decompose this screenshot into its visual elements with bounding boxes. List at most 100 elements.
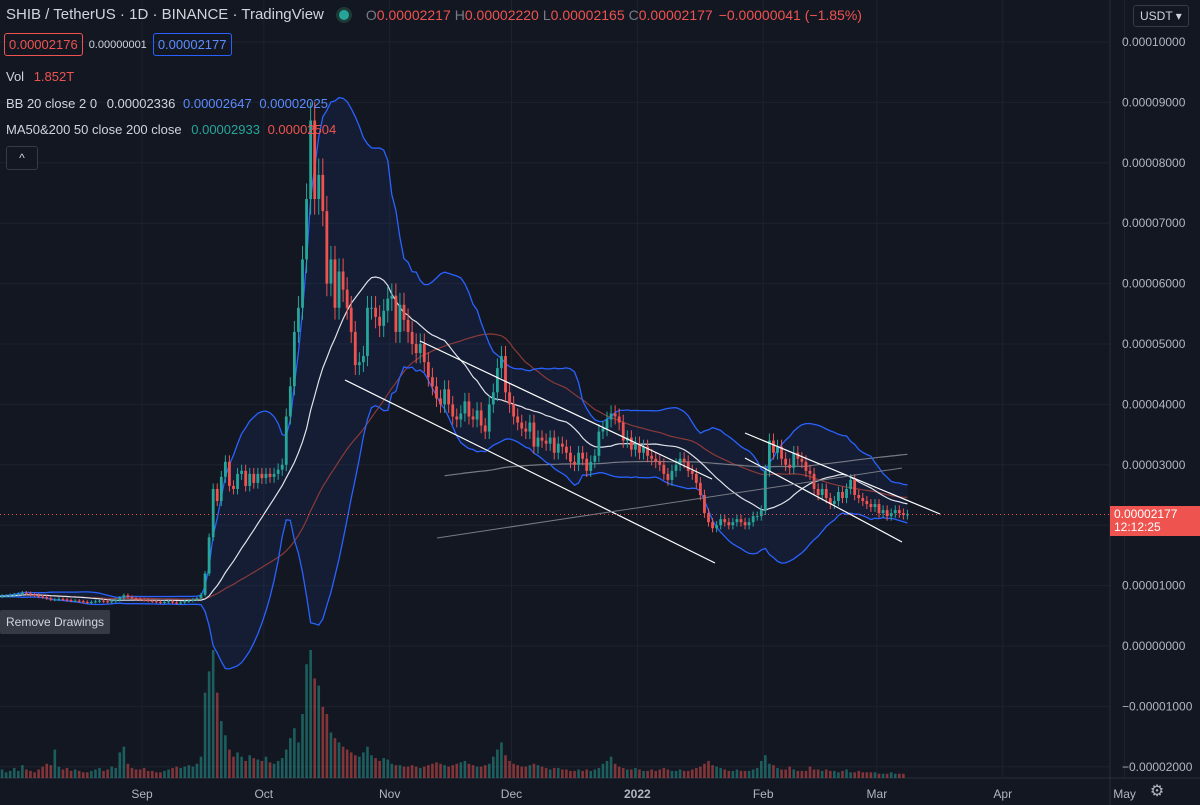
candle-body bbox=[276, 469, 280, 474]
volume-bar bbox=[755, 768, 759, 778]
currency-unit-button[interactable]: USDT ▾ bbox=[1133, 5, 1189, 27]
bb-lower-line bbox=[0, 365, 908, 670]
volume-bar bbox=[873, 772, 877, 778]
candle-body bbox=[565, 446, 568, 453]
candle-body bbox=[897, 510, 901, 514]
candle-body bbox=[248, 473, 252, 486]
remove-drawings-button[interactable]: Remove Drawings bbox=[0, 610, 111, 634]
volume-bar bbox=[467, 763, 471, 778]
volume-bar bbox=[17, 770, 20, 778]
ma-legend[interactable]: MA50&200 50 close 200 close 0.00002933 0… bbox=[6, 122, 336, 137]
candle-body bbox=[240, 470, 243, 474]
candle-body bbox=[540, 437, 544, 441]
candle-body bbox=[512, 404, 516, 417]
candle-body bbox=[841, 491, 844, 499]
volume-bar bbox=[877, 773, 881, 778]
y-tick-label: 0.00009000 bbox=[1122, 95, 1186, 109]
symbol-title[interactable]: SHIB / TetherUS · 1D · BINANCE · Trading… bbox=[6, 6, 324, 23]
candle-body bbox=[447, 389, 451, 405]
volume-bar bbox=[260, 760, 264, 778]
candle-body bbox=[45, 597, 49, 599]
volume-bar bbox=[833, 770, 836, 778]
volume-bar bbox=[857, 770, 861, 778]
volume-bar bbox=[772, 765, 775, 778]
candle-body bbox=[329, 259, 333, 284]
candle-body bbox=[804, 461, 808, 471]
volume-bar bbox=[597, 768, 601, 778]
volume-bar bbox=[370, 755, 373, 778]
volume-bar bbox=[759, 760, 763, 778]
volume-bar bbox=[77, 770, 81, 778]
volume-bar bbox=[228, 749, 231, 778]
volume-bar bbox=[820, 770, 824, 778]
volume-bar bbox=[374, 758, 377, 778]
candle-body bbox=[581, 452, 585, 459]
candle-body bbox=[272, 473, 276, 477]
volume-bar bbox=[804, 770, 808, 778]
candle-body bbox=[853, 479, 857, 495]
candle-body bbox=[556, 443, 560, 453]
bb-legend[interactable]: BB 20 close 2 0 0.00002336 0.00002647 0.… bbox=[6, 96, 328, 111]
candle-body bbox=[317, 174, 321, 200]
candle-body bbox=[130, 597, 134, 599]
candle-body bbox=[252, 473, 256, 483]
candle-body bbox=[146, 600, 150, 602]
candle-body bbox=[16, 594, 20, 596]
candle-body bbox=[719, 519, 723, 526]
volume-bar bbox=[768, 763, 771, 778]
sell-button[interactable]: 0.00002176 bbox=[4, 33, 83, 56]
gear-icon[interactable]: ⚙ bbox=[1149, 783, 1165, 800]
trade-panel: 0.00002176 0.00000001 0.00002177 bbox=[4, 33, 232, 56]
volume-bar bbox=[333, 738, 337, 778]
volume-bar bbox=[199, 756, 203, 778]
volume-bar bbox=[605, 760, 609, 778]
candle-body bbox=[495, 368, 499, 393]
volume-bar bbox=[240, 756, 243, 778]
candle-body bbox=[382, 310, 386, 326]
volume-bar bbox=[837, 772, 840, 778]
volume-bar bbox=[609, 756, 613, 778]
candle-body bbox=[65, 599, 69, 601]
x-tick-label: Feb bbox=[753, 787, 774, 801]
candle-body bbox=[861, 498, 865, 502]
candle-body bbox=[292, 331, 296, 387]
volume-bar bbox=[898, 773, 901, 778]
high-label: H bbox=[454, 6, 465, 23]
candle-body bbox=[479, 410, 483, 426]
candle-body bbox=[601, 428, 605, 432]
volume-bar bbox=[102, 770, 105, 778]
volume-bar bbox=[463, 760, 467, 778]
volume-bar bbox=[670, 770, 674, 778]
buy-button[interactable]: 0.00002177 bbox=[152, 33, 232, 56]
volume-bar bbox=[98, 768, 101, 778]
candle-body bbox=[305, 199, 308, 260]
volume-bar bbox=[94, 769, 97, 778]
low-label: L bbox=[542, 6, 551, 23]
candle-body bbox=[207, 537, 211, 574]
collapse-legend-button[interactable]: ^ bbox=[6, 146, 38, 170]
candle-body bbox=[223, 461, 227, 477]
volume-bar bbox=[869, 772, 873, 778]
x-tick-label: May bbox=[1113, 787, 1136, 801]
candle-body bbox=[8, 595, 12, 597]
candle-body bbox=[747, 522, 751, 526]
volume-bar bbox=[150, 770, 154, 778]
candle-body bbox=[142, 599, 146, 601]
candle-body bbox=[333, 259, 337, 308]
candle-body bbox=[61, 598, 65, 600]
candle-body bbox=[703, 495, 706, 514]
candle-body bbox=[394, 295, 398, 332]
candle-body bbox=[792, 452, 796, 468]
volume-bar bbox=[630, 769, 633, 778]
volume-bar bbox=[475, 766, 479, 778]
volume-legend[interactable]: Vol 1.852T bbox=[6, 69, 74, 84]
volume-bar bbox=[601, 763, 605, 778]
candle-body bbox=[77, 600, 81, 602]
volume-bar bbox=[796, 770, 800, 778]
candle-body bbox=[711, 522, 714, 529]
volume-bar bbox=[118, 752, 122, 778]
candle-body bbox=[341, 271, 345, 290]
candle-body bbox=[560, 443, 564, 447]
volume-bar bbox=[69, 770, 73, 778]
